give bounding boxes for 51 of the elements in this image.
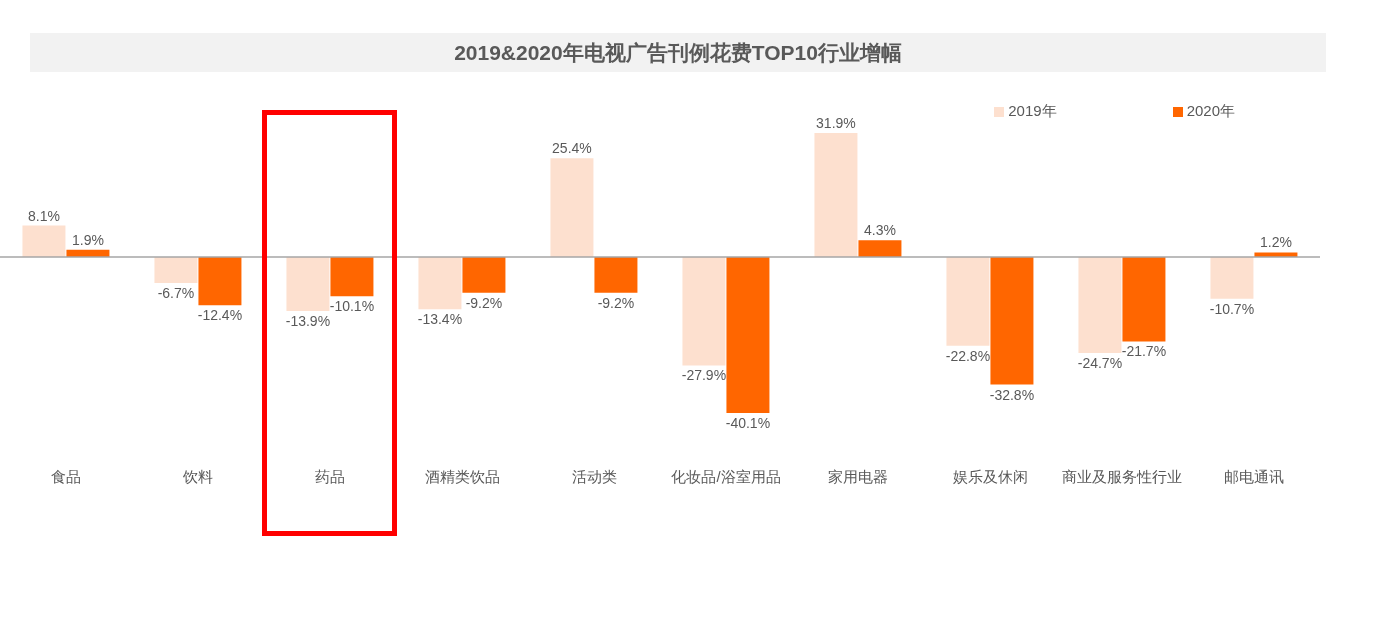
data-label: 8.1% <box>27 207 60 224</box>
x-tick-label: 娱乐及休闲 <box>952 467 1028 485</box>
legend-label: 2020年 <box>1186 102 1235 119</box>
data-label: -12.4% <box>197 307 243 324</box>
x-tick-label: 活动类 <box>571 467 617 485</box>
data-label: 31.9% <box>816 115 856 131</box>
bar <box>1210 257 1254 299</box>
x-tick-label: 药品 <box>315 467 345 485</box>
data-label: -40.1% <box>725 414 771 431</box>
bar <box>198 257 242 306</box>
bar <box>682 257 726 366</box>
bar <box>946 257 990 346</box>
chart-title: 2019&2020年电视广告刊例花费TOP10行业增幅 <box>30 33 1326 72</box>
x-tick-label: 邮电通讯 <box>1224 467 1284 485</box>
bar <box>1078 257 1122 354</box>
data-label: -13.4% <box>417 311 463 328</box>
data-label: -10.1% <box>329 298 375 315</box>
bar <box>330 257 374 297</box>
bar <box>550 158 594 258</box>
x-tick-label: 酒精类饮品 <box>424 467 500 485</box>
bar <box>1122 257 1166 342</box>
data-label: -9.2% <box>597 294 635 311</box>
data-label: 1.9% <box>71 231 104 248</box>
bar <box>462 257 506 293</box>
data-label: -22.8% <box>945 347 991 364</box>
data-label: -32.8% <box>989 386 1035 403</box>
data-label: 4.3% <box>863 222 896 239</box>
data-label: -10.7% <box>1209 300 1255 317</box>
bar <box>990 257 1034 385</box>
data-label: -27.9% <box>681 367 727 384</box>
data-label: 1.2% <box>1259 234 1292 251</box>
bar <box>814 133 858 258</box>
x-tick-label: 食品 <box>51 467 81 485</box>
bar <box>154 257 198 284</box>
data-label: -21.7% <box>1121 343 1167 360</box>
x-tick-label: 家用电器 <box>828 467 888 485</box>
bar <box>418 257 462 310</box>
data-label: -13.9% <box>285 313 331 330</box>
data-label: -24.7% <box>1077 355 1123 372</box>
data-label: -9.2% <box>465 294 503 311</box>
bar <box>858 240 902 258</box>
x-tick-label: 化妆品/浴室用品 <box>671 467 781 485</box>
legend-label: 2019年 <box>1008 102 1057 119</box>
data-label: -6.7% <box>157 285 195 302</box>
bar <box>594 257 638 293</box>
bar <box>286 257 330 312</box>
x-tick-label: 商业及服务性行业 <box>1062 467 1182 485</box>
bar <box>22 225 66 258</box>
data-label: 25.4% <box>552 140 592 157</box>
bar <box>726 257 770 413</box>
x-tick-label: 饮料 <box>182 467 213 485</box>
